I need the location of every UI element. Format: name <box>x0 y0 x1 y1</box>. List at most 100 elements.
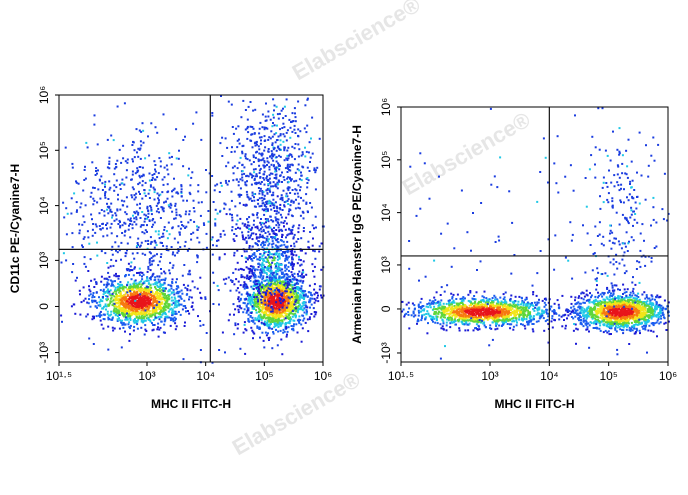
event-dot <box>161 321 163 323</box>
event-dot <box>276 125 278 127</box>
event-dot <box>94 300 96 302</box>
event-dot <box>121 200 123 202</box>
event-dot <box>273 259 275 261</box>
event-dot <box>175 281 177 283</box>
event-dot <box>96 255 98 257</box>
event-dot <box>109 187 111 189</box>
event-dot <box>284 331 286 333</box>
event-dot <box>289 153 291 155</box>
event-dot <box>90 306 92 308</box>
event-dot <box>118 275 120 277</box>
event-dot <box>166 230 168 232</box>
event-dot <box>187 174 189 176</box>
event-dot <box>287 246 289 248</box>
event-dot <box>240 299 242 301</box>
event-dot <box>284 260 286 262</box>
event-dot <box>178 158 180 160</box>
event-dot <box>121 179 123 181</box>
event-dot <box>113 295 115 297</box>
event-dot <box>132 174 134 176</box>
event-dot <box>131 296 133 298</box>
event-dot <box>250 198 252 200</box>
event-dot <box>241 174 243 176</box>
event-dot <box>148 291 150 293</box>
event-dot <box>291 164 293 166</box>
event-dot <box>186 293 188 295</box>
event-dot <box>281 172 283 174</box>
event-dot <box>99 315 101 317</box>
event-dot <box>140 245 142 247</box>
event-dot <box>131 278 133 280</box>
event-dot <box>156 176 158 178</box>
event-dot <box>107 326 109 328</box>
event-dot <box>277 267 279 269</box>
event-dot <box>307 318 309 320</box>
event-dot <box>306 125 308 127</box>
event-dot <box>93 200 95 202</box>
event-dot <box>272 243 274 245</box>
event-dot <box>272 160 274 162</box>
event-dot <box>100 281 102 283</box>
event-dot <box>271 157 273 159</box>
event-dot <box>248 216 250 218</box>
event-dot <box>185 211 187 213</box>
event-dot <box>171 196 173 198</box>
event-dot <box>247 119 249 121</box>
event-dot <box>191 171 193 173</box>
event-dot <box>199 292 201 294</box>
event-dot <box>154 164 156 166</box>
event-dot <box>197 288 199 290</box>
event-dot <box>315 216 317 218</box>
event-dot <box>275 245 277 247</box>
y-tick-label: 10³ <box>37 252 51 269</box>
event-dot <box>261 322 263 324</box>
event-dot <box>250 235 252 237</box>
event-dot <box>112 317 114 319</box>
event-dot <box>247 231 249 233</box>
event-dot <box>260 139 262 141</box>
event-dot <box>231 214 233 216</box>
event-dot <box>135 296 137 298</box>
event-dot <box>257 303 259 305</box>
event-dot <box>170 319 172 321</box>
event-dot <box>312 153 314 155</box>
event-dot <box>147 271 149 273</box>
event-dot <box>124 231 126 233</box>
event-dot <box>310 138 312 140</box>
event-dot <box>278 226 280 228</box>
event-dot <box>290 121 292 123</box>
event-dot <box>268 238 270 240</box>
event-dot <box>179 214 181 216</box>
event-dot <box>276 310 278 312</box>
event-dot <box>281 240 283 242</box>
event-dot <box>309 202 311 204</box>
event-dot <box>259 205 261 207</box>
event-dot <box>172 253 174 255</box>
event-dot <box>321 297 323 299</box>
event-dot <box>135 216 137 218</box>
event-dot <box>130 261 132 263</box>
event-dot <box>121 320 123 322</box>
event-dot <box>253 156 255 158</box>
event-dot <box>282 251 284 253</box>
event-dot <box>142 253 144 255</box>
event-dot <box>112 330 114 332</box>
event-dot <box>259 234 261 236</box>
event-dot <box>234 165 236 167</box>
event-dot <box>273 181 275 183</box>
event-dot <box>102 290 104 292</box>
event-dot <box>280 302 282 304</box>
event-dot <box>173 178 175 180</box>
event-dot <box>297 273 299 275</box>
event-dot <box>182 308 184 310</box>
event-dot <box>263 312 265 314</box>
event-dot <box>263 160 265 162</box>
event-dot <box>303 260 305 262</box>
event-dot <box>253 169 255 171</box>
event-dot <box>180 314 182 316</box>
event-dot <box>92 235 94 237</box>
event-dot <box>106 278 108 280</box>
event-dot <box>206 247 208 249</box>
event-dot <box>261 332 263 334</box>
